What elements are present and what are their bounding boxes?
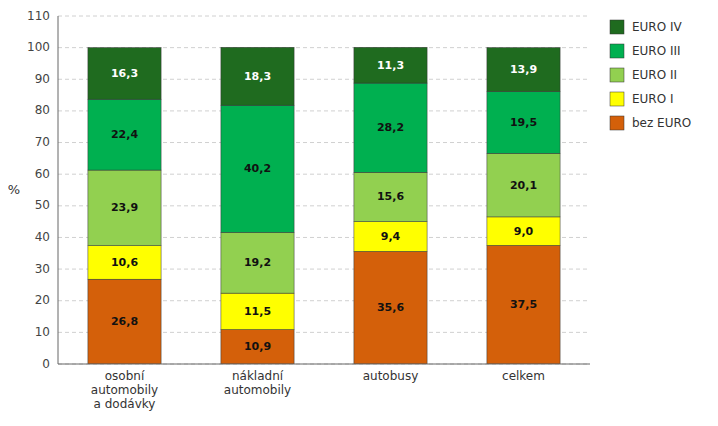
- y-tick-label: 80: [35, 103, 50, 117]
- data-labels: 26,8 10,9 35,6 37,5 10,6 11,5 9,4 9,0 23,9 19,2 15…: [111, 59, 537, 354]
- bar-segment: [221, 232, 294, 293]
- x-tick-label: celkem: [502, 369, 545, 383]
- bar-segment: [354, 83, 427, 172]
- data-label: 22,4: [111, 128, 138, 141]
- y-tick-label: 50: [35, 198, 50, 212]
- bar-segment: [88, 170, 161, 246]
- data-label: 18,3: [244, 70, 271, 83]
- data-label: 23,9: [111, 201, 138, 214]
- legend-label: EURO II: [632, 68, 677, 82]
- bar-segment: [354, 172, 427, 221]
- x-ticks: osobníautomobilya dodávky nákladníautomob…: [91, 369, 545, 411]
- y-tick-label: 10: [35, 325, 50, 339]
- data-label: 10,6: [111, 256, 138, 269]
- x-tick-label: osobníautomobilya dodávky: [91, 369, 158, 411]
- y-tick-label: 20: [35, 293, 50, 307]
- data-label: 20,1: [510, 179, 537, 192]
- data-label: 16,3: [111, 67, 138, 80]
- y-tick-label: 70: [35, 135, 50, 149]
- y-ticks: 0 10 20 30 40 50 60 70 80 90 100 110: [27, 9, 50, 371]
- y-axis-label: %: [8, 182, 20, 197]
- legend-swatch: [610, 92, 624, 106]
- data-label: 9,0: [514, 225, 534, 238]
- data-label: 40,2: [244, 162, 271, 175]
- y-tick-label: 110: [27, 9, 50, 23]
- data-label: 10,9: [244, 340, 271, 353]
- bar-segment: [487, 92, 560, 154]
- y-tick-label: 40: [35, 230, 50, 244]
- x-axis-line: [58, 364, 590, 365]
- data-label: 19,5: [510, 116, 537, 129]
- y-axis-line: [58, 16, 59, 364]
- bar-segment: [487, 217, 560, 245]
- bar-segment: [221, 330, 294, 364]
- data-label: 28,2: [377, 121, 404, 134]
- y-tick-label: 90: [35, 72, 50, 86]
- bar-segment: [221, 47, 294, 105]
- bar-segment: [88, 246, 161, 280]
- y-tick-label: 100: [27, 40, 50, 54]
- data-label: 11,3: [377, 59, 404, 72]
- grid-line: [58, 16, 590, 17]
- grid: [58, 16, 590, 364]
- bar-segment: [354, 47, 427, 83]
- legend-swatch: [610, 44, 624, 58]
- bars: [88, 47, 560, 364]
- legend-swatch: [610, 116, 624, 130]
- bar-segment: [221, 105, 294, 232]
- data-label: 15,6: [377, 190, 404, 203]
- legend-swatch: [610, 20, 624, 34]
- y-tick-label: 30: [35, 262, 50, 276]
- x-tick-label: nákladníautomobily: [224, 369, 291, 397]
- bar-segment: [487, 48, 560, 92]
- bar-segment: [354, 251, 427, 364]
- x-tick-label: autobusy: [363, 369, 419, 383]
- legend-swatch: [610, 68, 624, 82]
- y-tick-label: 60: [35, 167, 50, 181]
- bar-segment: [354, 222, 427, 252]
- data-label: 37,5: [510, 298, 537, 311]
- legend-label: EURO III: [632, 44, 681, 58]
- grid-line: [58, 364, 590, 365]
- bar-segment: [88, 279, 161, 364]
- bar-segment: [487, 153, 560, 217]
- bar-segment: [88, 99, 161, 170]
- legend: EURO IV EURO III EURO II EURO I bez EURO: [610, 20, 691, 131]
- data-label: 35,6: [377, 301, 404, 314]
- legend-label: EURO IV: [632, 20, 683, 34]
- data-label: 19,2: [244, 256, 271, 269]
- legend-label: EURO I: [632, 92, 674, 106]
- bar-segment: [88, 48, 161, 100]
- data-label: 9,4: [381, 230, 401, 243]
- data-label: 13,9: [510, 63, 537, 76]
- bar-segment: [487, 245, 560, 364]
- data-label: 11,5: [244, 305, 271, 318]
- bar-segment: [221, 293, 294, 329]
- data-label: 26,8: [111, 315, 138, 328]
- y-tick-label: 0: [42, 357, 50, 371]
- chart: 0 10 20 30 40 50 60 70 80 90 100 110 26,8 10,9 35,6 37,…: [0, 0, 718, 426]
- legend-label: bez EURO: [632, 116, 691, 130]
